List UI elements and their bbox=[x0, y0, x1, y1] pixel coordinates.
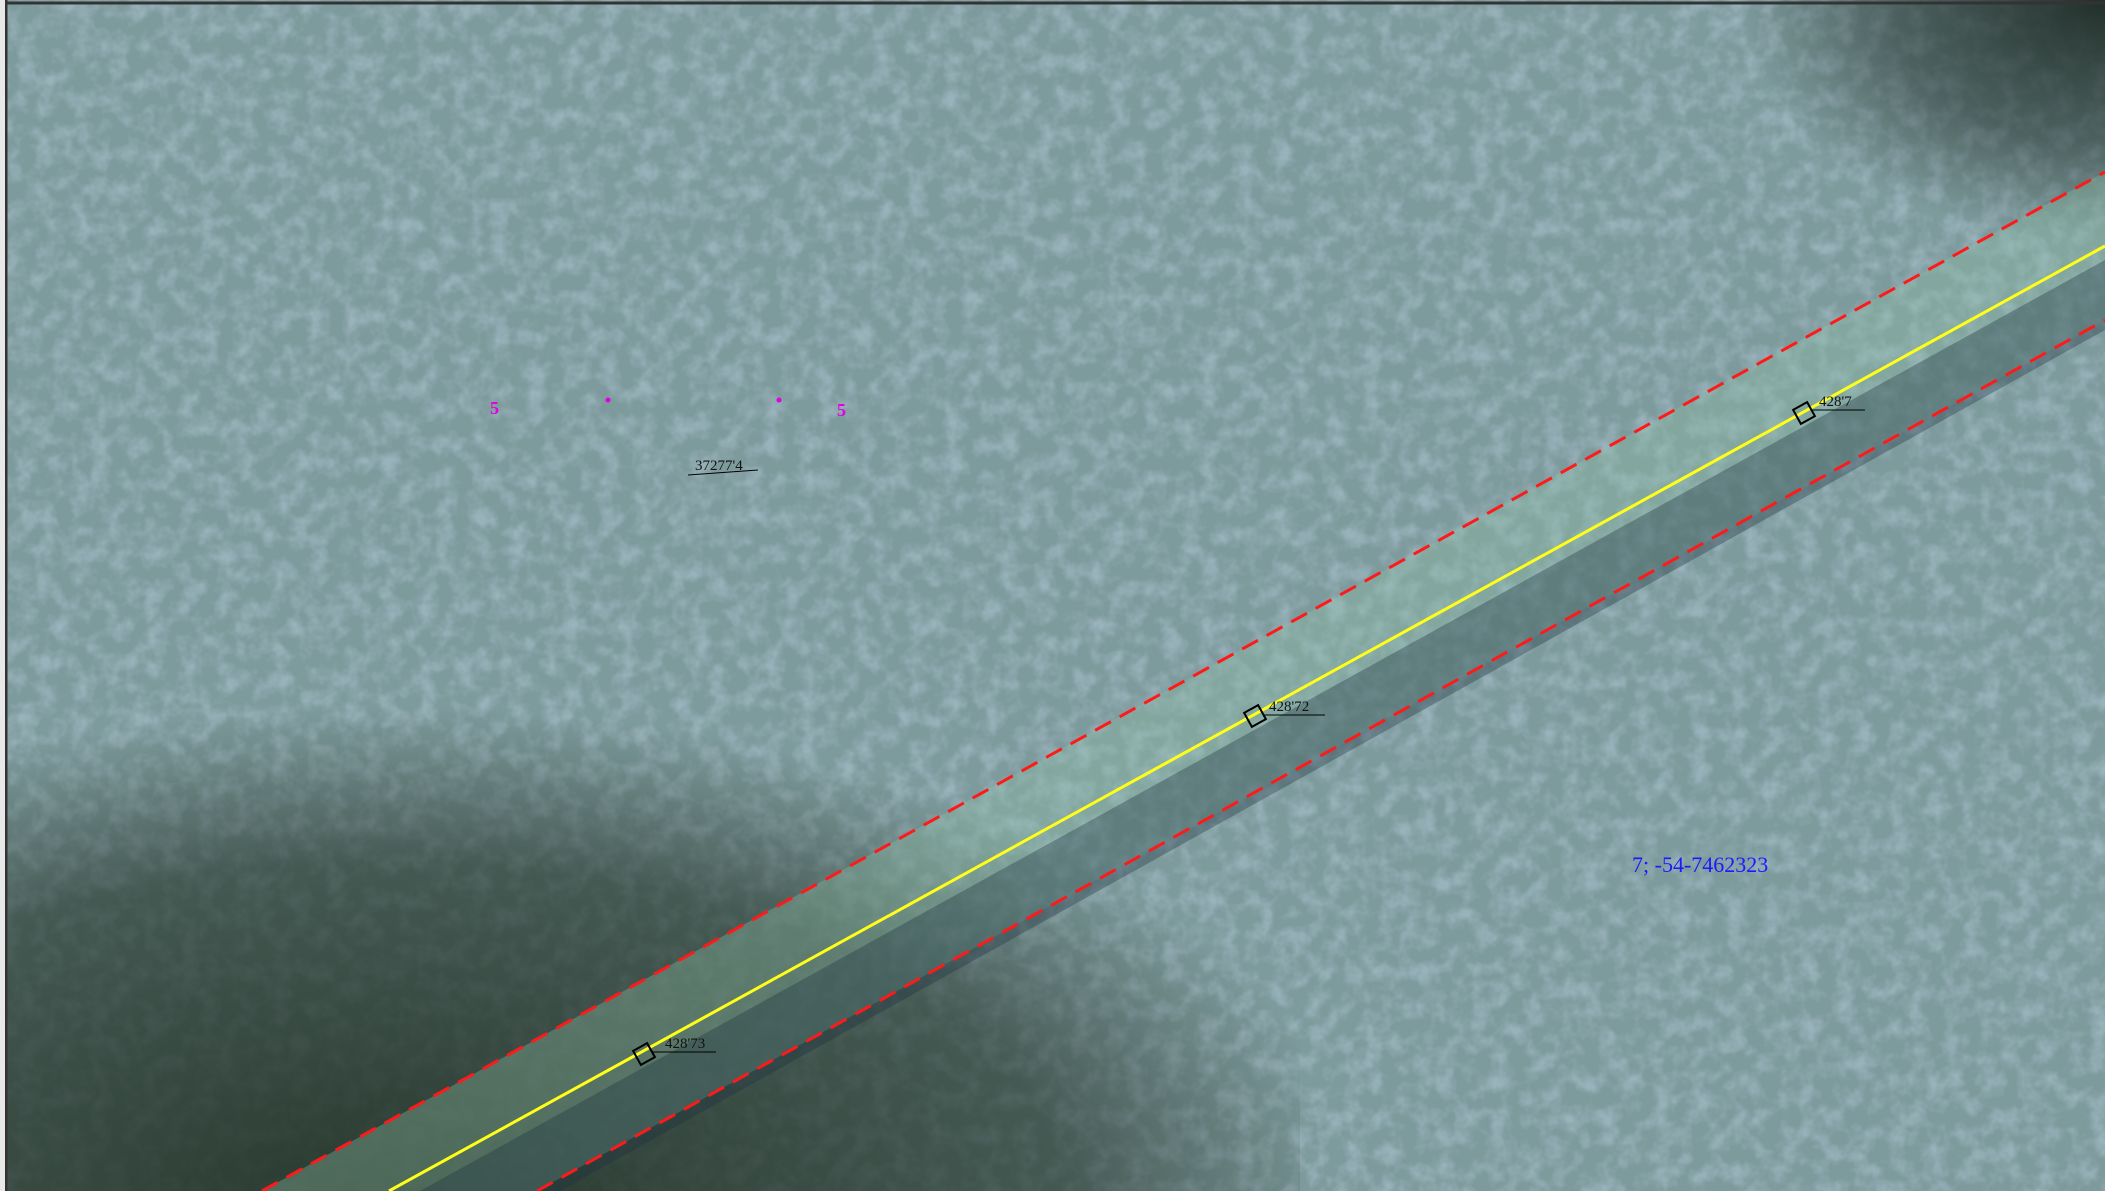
point-label: 428'72 bbox=[1269, 699, 1309, 715]
survey-point: 428'7 bbox=[1791, 394, 1865, 426]
survey-point: 428'72 bbox=[1242, 699, 1325, 729]
magenta-label: 5 bbox=[490, 398, 499, 418]
survey-point: 428'73 bbox=[631, 1036, 716, 1067]
label-underline bbox=[687, 469, 759, 476]
magenta-dot bbox=[776, 397, 782, 403]
dark-forest bbox=[1500, 0, 2105, 400]
point-marker bbox=[1242, 703, 1268, 729]
magenta-label: 5 bbox=[837, 400, 846, 420]
corridor-shadow bbox=[420, 260, 2105, 1191]
point-label: 428'73 bbox=[665, 1036, 705, 1052]
point-label: 428'7 bbox=[1819, 394, 1852, 410]
buffer-line bbox=[261, 170, 2105, 1191]
buffer-line bbox=[536, 318, 2105, 1191]
magenta-dot bbox=[605, 397, 611, 403]
frame-margin bbox=[0, 0, 5, 1191]
area-label: 37277'4 bbox=[695, 458, 743, 474]
dark-forest bbox=[0, 500, 1300, 1191]
point-marker bbox=[631, 1041, 657, 1067]
point-marker bbox=[1791, 400, 1817, 426]
parcel-label: 7; -54-7462323 bbox=[1632, 852, 1768, 877]
